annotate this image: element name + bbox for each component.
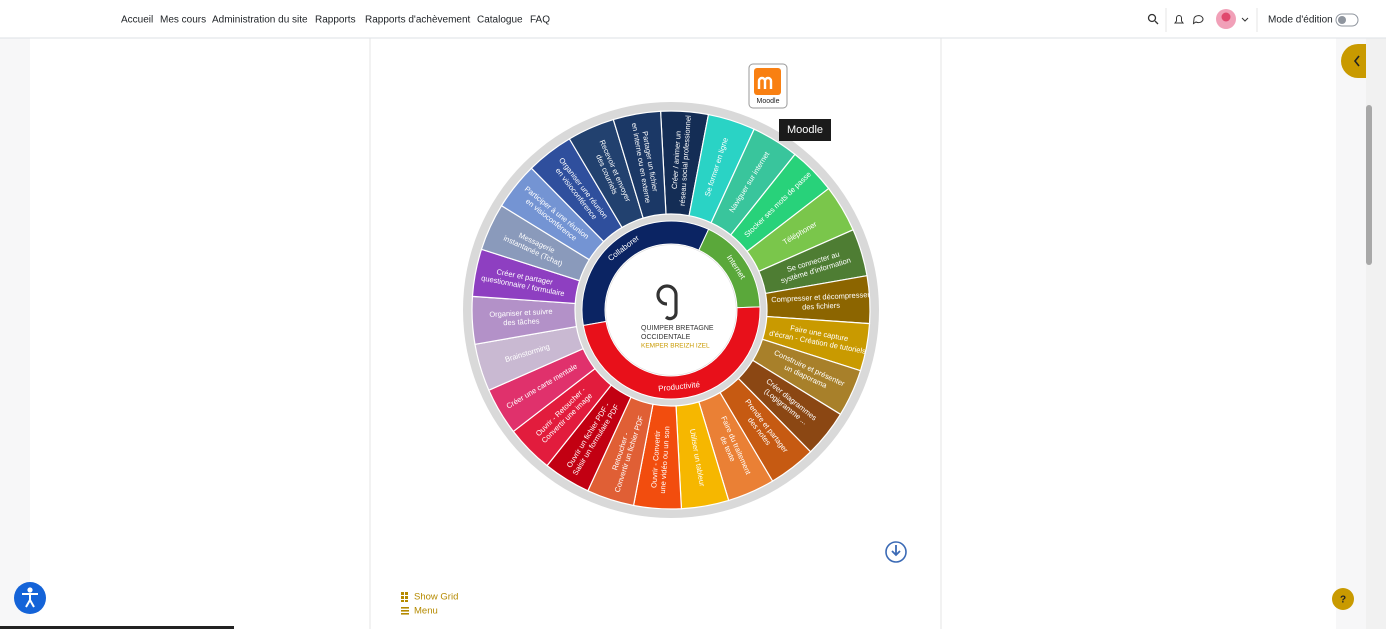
logo-mark [656,284,678,321]
help-text: ? [1340,595,1346,606]
grid-icon [401,592,408,602]
menu-icon [401,607,409,615]
show-grid-link[interactable]: Show Grid [414,592,458,603]
category-label[interactable]: Productivité [658,380,701,393]
logo-text: QUIMPER BRETAGNE [641,325,714,332]
nav-item[interactable]: Administration du site [212,15,308,26]
segment-label-line: Organiser et suivre [489,307,553,319]
nav-item[interactable]: FAQ [530,15,550,26]
segment-label-line: des tâches [503,316,540,327]
wheel: Créer / animer unréseau social professio… [463,102,879,518]
scrollbar-thumb[interactable] [1366,105,1372,265]
segment-label-line: des fichiers [802,301,841,312]
drawer-toggle[interactable] [1341,44,1366,78]
logo-text: KEMPER BREIZH IZEL [641,343,710,350]
tooltip-text: Moodle [787,124,823,136]
menu-link[interactable]: Menu [414,606,438,617]
toggle-knob [1338,16,1346,24]
moodle-glyph [757,76,773,89]
drawer-chevron [1353,55,1360,67]
moodle-icon [754,68,781,95]
category-ring[interactable] [582,306,761,400]
edit-mode-label: Mode d'édition [1268,15,1333,26]
accessibility-icon [22,587,38,608]
avatar-face [1221,12,1231,22]
nav-items: Accueil Mes cours Administration du site Ra… [121,15,550,26]
segment-label-line: Ouvrir - Convertir [649,430,662,488]
taskbar-edge [0,626,234,629]
nav-item[interactable]: Rapports d'achèvement [365,15,471,26]
chevron[interactable] [1241,17,1249,22]
nav-item[interactable]: Mes cours [160,15,206,26]
segment-label-line: Créer / animer un [670,131,683,190]
notification-icon[interactable] [1174,15,1184,24]
wheel-segment[interactable] [612,110,667,219]
nav-item[interactable]: Catalogue [477,15,523,26]
nav-item[interactable]: Accueil [121,15,153,26]
moodle-label: Moodle [757,98,780,105]
segment-label[interactable]: Organiser et suivredes tâches [489,307,553,328]
navbar [0,0,1386,38]
search-icon[interactable] [1147,13,1159,25]
logo-text: OCCIDENTALE [641,334,691,341]
messages-icon[interactable] [1192,15,1204,25]
download-arrow [891,545,901,557]
tooltip [779,119,831,141]
help-button[interactable] [1332,588,1354,610]
nav-item[interactable]: Rapports [315,15,356,26]
wheel-center [606,245,736,375]
